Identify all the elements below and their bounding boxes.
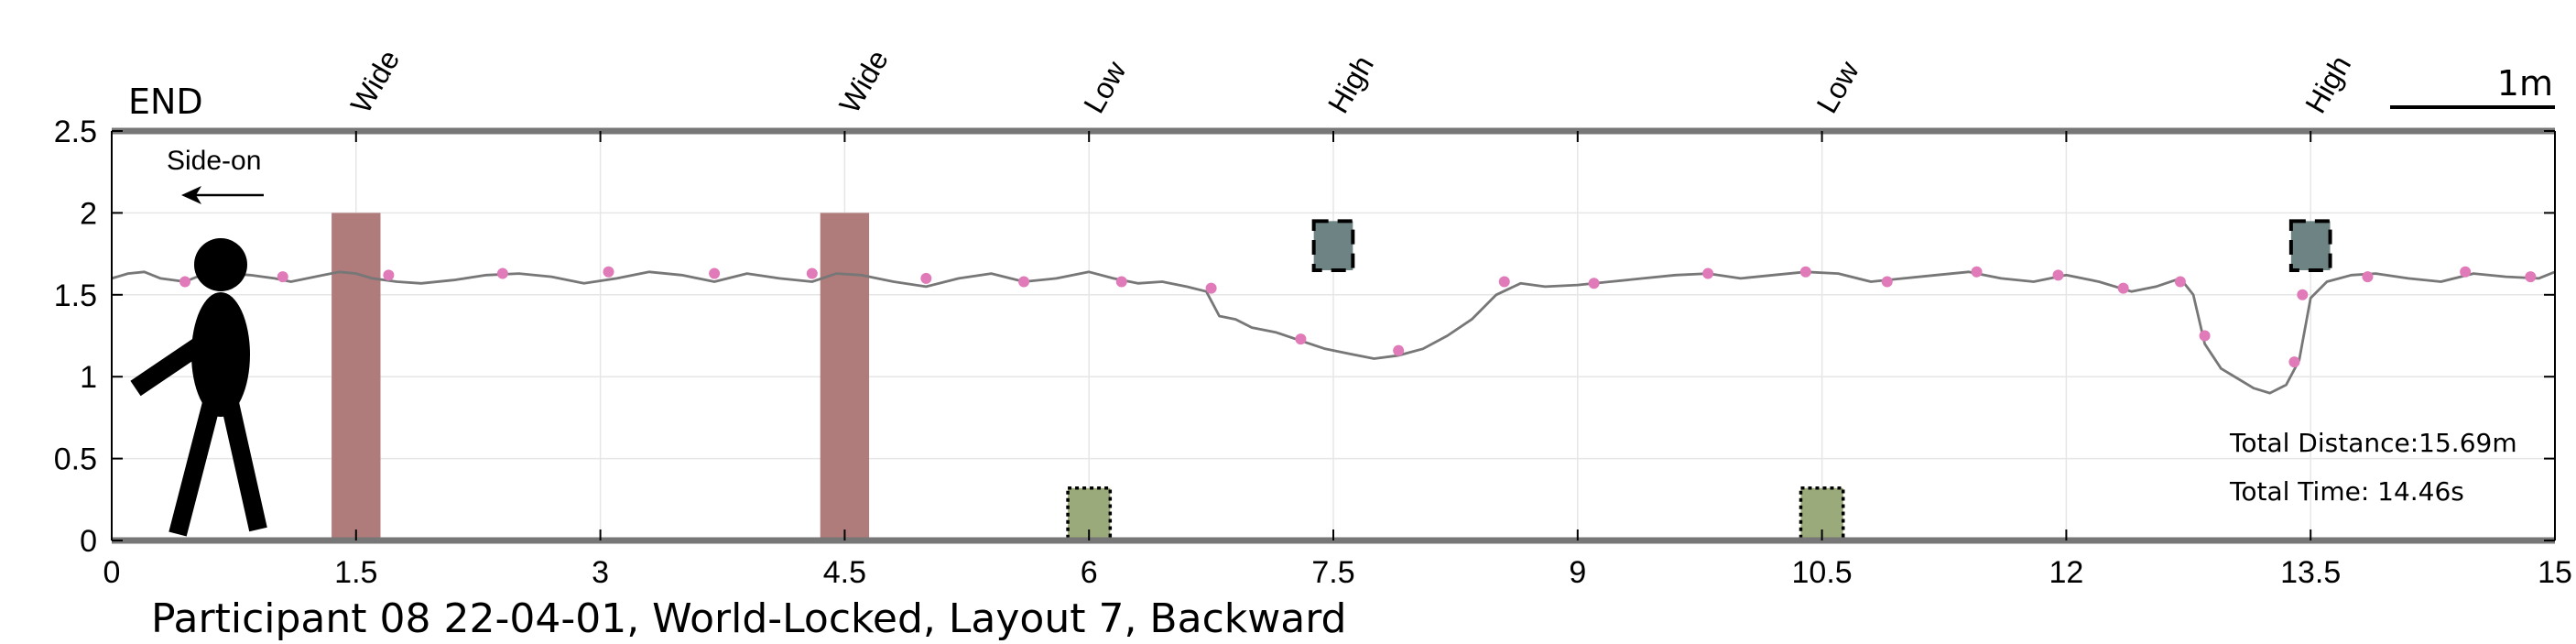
total-time-text: Total Time: 14.46s	[2229, 476, 2464, 507]
footstep-point-6	[806, 267, 818, 279]
head-trajectory-line-0	[111, 270, 2556, 395]
arrow-left-icon	[181, 186, 201, 204]
end-label: END	[128, 82, 203, 122]
y-tick-label-5: 2.5	[54, 115, 97, 149]
walker-icon	[130, 238, 267, 537]
obstacle-wide-0	[332, 213, 381, 540]
y-tick-label-4: 2	[80, 196, 97, 231]
footstep-point-19	[2052, 269, 2064, 281]
footstep-point-20	[2117, 282, 2129, 294]
footstep-point-1	[277, 271, 288, 283]
footstep-point-26	[2460, 266, 2472, 278]
obstacle-labels: Wide Wide Low High Low High	[344, 44, 2357, 118]
footstep-point-16	[1799, 266, 1811, 278]
direction-indicator: Side-on	[167, 146, 264, 204]
obstacle-label-0: Wide	[344, 44, 407, 118]
footstep-point-27	[2525, 271, 2537, 283]
footstep-point-13	[1498, 276, 1510, 288]
footstep-markers	[179, 266, 2537, 368]
footstep-point-17	[1881, 276, 1893, 288]
footstep-point-25	[2362, 271, 2374, 283]
obstacle-layer	[332, 213, 2332, 542]
footstep-point-12	[1393, 344, 1405, 356]
y-tick-label-2: 1	[80, 360, 97, 395]
grid-lines	[111, 130, 2556, 541]
footstep-point-10	[1205, 282, 1217, 294]
x-tick-label-9: 13.5	[2280, 555, 2341, 590]
axes-frame	[111, 127, 2556, 544]
y-tick-label-3: 1.5	[54, 278, 97, 313]
scale-bar-label: 1m	[2497, 63, 2553, 104]
x-tick-label-2: 3	[592, 555, 609, 590]
footstep-point-24	[2297, 289, 2309, 300]
x-tick-label-5: 7.5	[1311, 555, 1354, 590]
x-tick-label-10: 15	[2538, 555, 2572, 590]
total-distance-text: Total Distance:15.69m	[2229, 428, 2517, 458]
x-tick-label-4: 6	[1081, 555, 1098, 590]
figure-caption: Participant 08 22-04-01, World-Locked, L…	[151, 595, 1346, 642]
obstacle-label-2: Low	[1077, 55, 1133, 119]
footstep-point-21	[2174, 276, 2186, 288]
footstep-point-8	[1018, 276, 1030, 288]
scale-bar: 1m	[2390, 63, 2555, 109]
x-tick-label-0: 0	[103, 555, 121, 590]
series-layer	[111, 270, 2556, 395]
footstep-point-7	[920, 272, 932, 284]
obstacle-label-1: Wide	[832, 44, 895, 118]
obstacle-high-5	[2288, 219, 2332, 272]
tick-labels: 0 1.5 3 4.5 6 7.5 9 10.5 12 13.5 15 0 0.5 1 1.5 2 2.5	[54, 115, 2572, 590]
footstep-point-5	[709, 267, 721, 279]
footstep-point-11	[1295, 333, 1307, 345]
footstep-point-22	[2199, 330, 2211, 342]
x-tick-label-1: 1.5	[334, 555, 377, 590]
footstep-point-4	[603, 266, 614, 278]
footstep-point-3	[496, 267, 508, 279]
footstep-point-23	[2288, 356, 2300, 368]
footstep-point-18	[1971, 266, 1983, 278]
footstep-point-9	[1115, 276, 1127, 288]
footstep-point-2	[383, 269, 395, 281]
x-tick-label-6: 9	[1569, 555, 1586, 590]
obstacle-high-3	[1311, 219, 1355, 272]
x-tick-label-7: 10.5	[1792, 555, 1853, 590]
y-tick-label-1: 0.5	[54, 442, 97, 477]
y-tick-label-0: 0	[80, 524, 97, 559]
x-tick-label-8: 12	[2049, 555, 2083, 590]
obstacle-label-3: High	[1321, 50, 1380, 119]
side-on-label: Side-on	[167, 146, 261, 176]
obstacle-wide-1	[820, 213, 870, 540]
obstacle-label-4: Low	[1810, 55, 1865, 119]
footstep-point-0	[179, 276, 191, 288]
x-tick-label-3: 4.5	[823, 555, 866, 590]
footstep-point-15	[1702, 267, 1714, 279]
obstacle-label-5: High	[2299, 50, 2357, 119]
footstep-point-14	[1588, 278, 1600, 289]
